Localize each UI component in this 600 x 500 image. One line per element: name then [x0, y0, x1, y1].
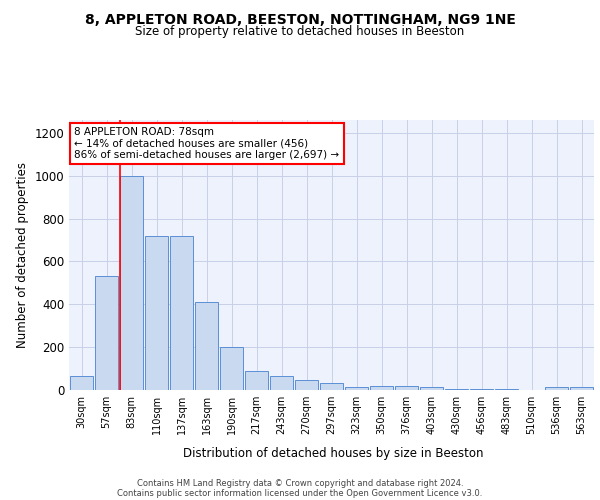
Bar	[220, 347, 243, 390]
Text: 8 APPLETON ROAD: 78sqm
← 14% of detached houses are smaller (456)
86% of semi-de: 8 APPLETON ROAD: 78sqm ← 14% of detached…	[74, 126, 340, 160]
Text: Contains public sector information licensed under the Open Government Licence v3: Contains public sector information licen…	[118, 489, 482, 498]
Bar	[495, 389, 518, 390]
Bar	[170, 236, 193, 390]
Bar	[320, 382, 343, 390]
Bar	[420, 387, 443, 390]
Bar	[145, 236, 168, 390]
Bar	[270, 376, 293, 390]
Bar	[545, 387, 568, 390]
Bar	[195, 302, 218, 390]
Bar	[295, 380, 318, 390]
Y-axis label: Number of detached properties: Number of detached properties	[16, 162, 29, 348]
Bar	[570, 387, 593, 390]
Text: Distribution of detached houses by size in Beeston: Distribution of detached houses by size …	[183, 448, 483, 460]
Text: Size of property relative to detached houses in Beeston: Size of property relative to detached ho…	[136, 25, 464, 38]
Text: 8, APPLETON ROAD, BEESTON, NOTTINGHAM, NG9 1NE: 8, APPLETON ROAD, BEESTON, NOTTINGHAM, N…	[85, 12, 515, 26]
Bar	[345, 387, 368, 390]
Bar	[95, 276, 118, 390]
Bar	[245, 370, 268, 390]
Text: Contains HM Land Registry data © Crown copyright and database right 2024.: Contains HM Land Registry data © Crown c…	[137, 479, 463, 488]
Bar	[445, 389, 468, 390]
Bar	[120, 176, 143, 390]
Bar	[70, 376, 93, 390]
Bar	[470, 389, 493, 390]
Bar	[395, 386, 418, 390]
Bar	[370, 386, 393, 390]
